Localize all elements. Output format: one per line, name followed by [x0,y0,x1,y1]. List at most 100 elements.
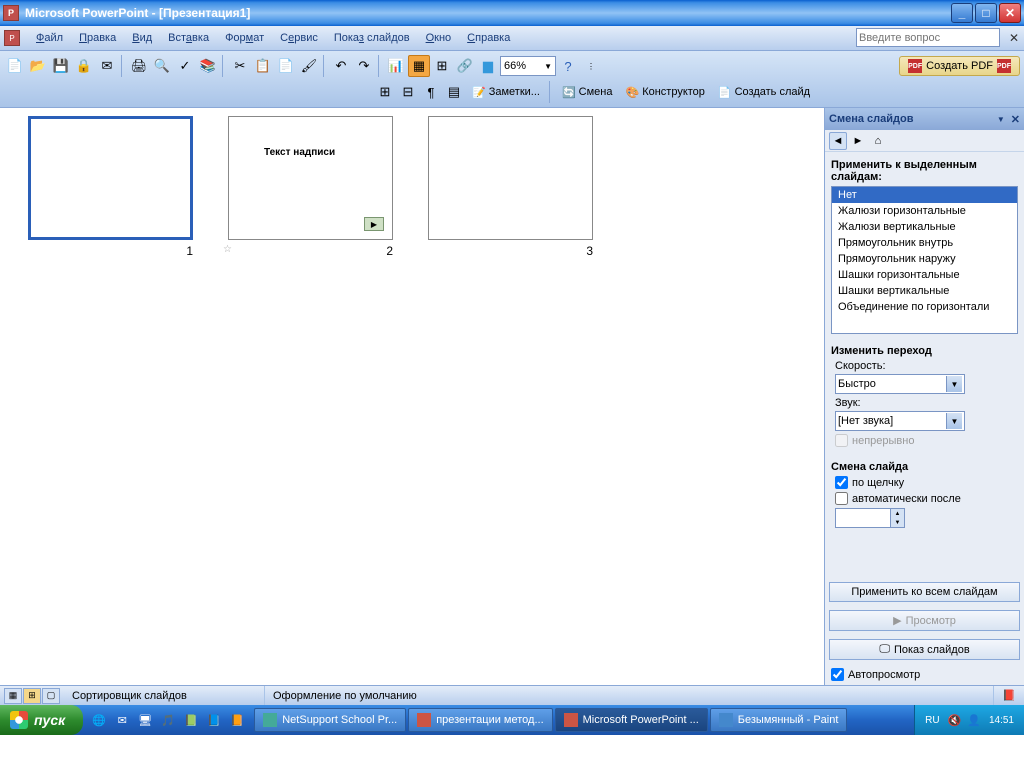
expand-all-button[interactable]: ⊞ [374,81,396,103]
notes-button[interactable]: 📝Заметки... [466,84,546,101]
transition-item[interactable]: Прямоугольник внутрь [832,235,1017,251]
status-spell-icon[interactable]: 📕 [993,686,1024,705]
transition-button[interactable]: 🔄Смена [556,84,619,101]
transition-item[interactable]: Шашки вертикальные [832,283,1017,299]
chart-button[interactable]: 📊 [385,55,407,77]
standard-toolbar: 📄 📂 💾 🔒 ✉ 🖨 🔍 ✓ 📚 ✂ 📋 📄 🖌 ↶ ↷ 📊 ▦ ⊞ 🔗 ▆ … [4,53,1020,79]
task-pane-title: Смена слайдов [829,113,913,125]
table-button[interactable]: ▦ [408,55,430,77]
menu-service[interactable]: Сервис [272,29,326,47]
color-button[interactable]: ▆ [477,55,499,77]
normal-view-button[interactable]: ▦ [4,688,22,704]
menu-insert[interactable]: Вставка [160,29,217,47]
transition-list[interactable]: Нет Жалюзи горизонтальные Жалюзи вертика… [831,186,1018,334]
spelling-button[interactable]: ✓ [174,55,196,77]
ql-oe-icon[interactable]: ✉ [112,710,132,730]
menu-window[interactable]: Окно [418,29,460,47]
transition-item[interactable]: Прямоугольник наружу [832,251,1017,267]
transition-item[interactable]: Шашки горизонтальные [832,267,1017,283]
menu-help[interactable]: Справка [459,29,518,47]
copy-button[interactable]: 📋 [252,55,274,77]
sound-select[interactable]: [Нет звука]▼ [835,411,965,431]
transition-item[interactable]: Объединение по горизонтали [832,299,1017,315]
task-pane-dropdown[interactable]: ▼ [997,115,1005,124]
transition-none[interactable]: Нет [832,187,1017,203]
autopreview-checkbox[interactable]: Автопросмотр [831,668,1018,681]
slide-1-wrap: 1 [23,116,193,258]
taskbar-item-4[interactable]: Безымянный - Paint [710,708,848,732]
slideshow-view-button[interactable]: ▢ [42,688,60,704]
clock[interactable]: 14:51 [987,715,1016,726]
apply-all-button[interactable]: Применить ко всем слайдам [829,582,1020,602]
close-button[interactable]: ✕ [999,3,1021,23]
taskbar-item-3[interactable]: Microsoft PowerPoint ... [555,708,708,732]
nav-forward-button[interactable]: ► [849,132,867,150]
ql-app3-icon[interactable]: 📙 [227,710,247,730]
nav-home-button[interactable]: ⌂ [869,132,887,150]
maximize-button[interactable]: □ [975,3,997,23]
zoom-combo[interactable]: 66%▼ [500,56,556,76]
ql-desktop-icon[interactable]: 🖥 [135,710,155,730]
collapse-all-button[interactable]: ⊟ [397,81,419,103]
loop-checkbox: непрерывно [835,434,1018,447]
control-icon[interactable]: P [4,30,20,46]
sorter-view-button[interactable]: ⊞ [23,688,41,704]
ql-app1-icon[interactable]: 📗 [181,710,201,730]
task-pane-close[interactable]: ✕ [1011,113,1020,126]
menu-slideshow[interactable]: Показ слайдов [326,29,418,47]
designer-button[interactable]: 🎨Конструктор [619,84,710,101]
taskbar-item-2[interactable]: презентации метод... [408,708,552,732]
paste-button[interactable]: 📄 [275,55,297,77]
nav-back-button[interactable]: ◄ [829,132,847,150]
lang-indicator[interactable]: RU [923,715,941,726]
redo-button[interactable]: ↷ [353,55,375,77]
create-pdf-button[interactable]: PDF Создать PDF PDF [899,56,1020,76]
toolbar-options-button[interactable]: ⋮ [580,55,602,77]
permission-button[interactable]: 🔒 [73,55,95,77]
ql-ie-icon[interactable]: 🌐 [89,710,109,730]
new-button[interactable]: 📄 [4,55,26,77]
transition-item[interactable]: Жалюзи горизонтальные [832,203,1017,219]
play-button[interactable]: ▶ Просмотр [829,610,1020,631]
show-formatting-button[interactable]: ¶ [420,81,442,103]
tray-icon-1[interactable]: 🔇 [948,714,962,727]
help-button[interactable]: ? [557,55,579,77]
tables-borders-button[interactable]: ⊞ [431,55,453,77]
print-button[interactable]: 🖨 [128,55,150,77]
slide-1[interactable] [28,116,193,240]
format-painter-button[interactable]: 🖌 [298,55,320,77]
minimize-button[interactable]: _ [951,3,973,23]
pdf-icon-2: PDF [997,59,1011,73]
question-box[interactable] [856,28,1000,47]
transition-item[interactable]: Жалюзи вертикальные [832,219,1017,235]
outline-toolbar: ⊞ ⊟ ¶ ▤ 📝Заметки... 🔄Смена 🎨Конструктор … [4,79,1020,105]
tray-icon-2[interactable]: 👤 [967,714,981,727]
slide-sorter-view[interactable]: 1 Текст надписи ▶ ☆ 2 3 [0,108,824,685]
auto-time-spinner[interactable]: ▲▼ [835,508,905,528]
email-button[interactable]: ✉ [96,55,118,77]
menu-edit[interactable]: Правка [71,29,124,47]
ql-app2-icon[interactable]: 📘 [204,710,224,730]
cut-button[interactable]: ✂ [229,55,251,77]
summary-button[interactable]: ▤ [443,81,465,103]
onclick-checkbox[interactable]: по щелчку [835,476,1018,489]
new-slide-button[interactable]: 📄Создать слайд [712,84,816,101]
menu-view[interactable]: Вид [124,29,160,47]
undo-button[interactable]: ↶ [330,55,352,77]
preview-button[interactable]: 🔍 [151,55,173,77]
menu-file[interactable]: ФФайлайл [28,29,71,47]
taskbar-item-1[interactable]: NetSupport School Pr... [254,708,406,732]
research-button[interactable]: 📚 [197,55,219,77]
start-button[interactable]: пуск [0,705,83,735]
auto-checkbox[interactable]: автоматически после [835,492,1018,505]
menu-format[interactable]: Формат [217,29,272,47]
slideshow-button[interactable]: 🖵 Показ слайдов [829,639,1020,660]
speed-select[interactable]: Быстро▼ [835,374,965,394]
open-button[interactable]: 📂 [27,55,49,77]
ql-wmp-icon[interactable]: 🎵 [158,710,178,730]
slide-3[interactable] [428,116,593,240]
slide-2[interactable]: Текст надписи ▶ [228,116,393,240]
hyperlink-button[interactable]: 🔗 [454,55,476,77]
save-button[interactable]: 💾 [50,55,72,77]
doc-close-button[interactable]: ✕ [1009,31,1019,45]
